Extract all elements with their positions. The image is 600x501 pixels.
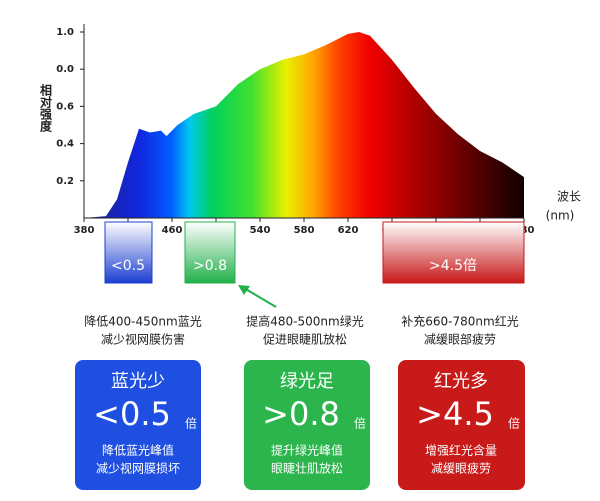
x-tick-label: 580 — [294, 225, 315, 236]
card-unit: 倍 — [185, 416, 197, 431]
caption: 减少视网膜伤害 — [101, 332, 185, 347]
y-tick-label: 1.0 — [56, 27, 74, 38]
range-box — [104, 221, 153, 284]
y-axis-label: 相对强度 — [39, 83, 53, 133]
card-line: 降低蓝光峰值 — [102, 443, 174, 458]
card-value: >0.8 — [262, 395, 340, 433]
card-line: 眼睫壮肌放松 — [271, 461, 343, 476]
caption: 补充660-780nm红光 — [401, 314, 518, 329]
y-tick-label: 0.6 — [56, 101, 74, 112]
card-line: 提升绿光峰值 — [271, 443, 343, 458]
card-line: 减少视网膜损坏 — [96, 461, 180, 476]
caption: 提高480-500nm绿光 — [246, 314, 363, 329]
x-tick-label: 540 — [250, 225, 271, 236]
card: 红光多 >4.5 倍 增强红光含量 减缓眼疲劳 — [398, 360, 525, 490]
y-tick-label: 0.4 — [56, 139, 74, 150]
arrow-head — [238, 285, 250, 295]
card-title: 蓝光少 — [111, 371, 165, 392]
y-tick-label: 0.2 — [56, 176, 74, 187]
range-box — [184, 221, 236, 284]
caption: 促进眼睫肌放松 — [263, 332, 347, 347]
y-tick-label: 0.0 — [56, 64, 74, 75]
card-title: 绿光足 — [280, 371, 334, 392]
range-label: >0.8 — [193, 258, 227, 274]
range-label: <0.5 — [111, 258, 145, 274]
card-value: >4.5 — [416, 395, 494, 433]
card-value: <0.5 — [93, 395, 171, 433]
card-line: 减缓眼疲劳 — [431, 461, 491, 476]
spectrum-area — [84, 32, 524, 218]
card-unit: 倍 — [508, 416, 520, 431]
range-label: >4.5倍 — [429, 258, 477, 274]
card-unit: 倍 — [354, 416, 366, 431]
plot: 0.20.40.60.01.03804204605005405806206607… — [56, 24, 534, 236]
x-axis-label: 波长 — [557, 190, 581, 204]
caption: 降低400-450nm蓝光 — [84, 315, 201, 329]
card: 蓝光少 <0.5 倍 降低蓝光峰值 减少视网膜损坏 — [75, 360, 201, 490]
card-title: 红光多 — [434, 371, 488, 392]
x-axis-unit: (nm) — [546, 209, 575, 223]
card: 绿光足 >0.8 倍 提升绿光峰值 眼睫壮肌放松 — [244, 360, 370, 490]
x-tick-label: 620 — [338, 225, 359, 236]
x-tick-label: 460 — [162, 225, 183, 236]
caption: 减缓眼部疲劳 — [424, 332, 496, 347]
arrow — [243, 287, 277, 308]
card-line: 增强红光含量 — [425, 443, 497, 458]
range-box — [382, 221, 525, 284]
x-tick-label: 380 — [74, 225, 95, 236]
